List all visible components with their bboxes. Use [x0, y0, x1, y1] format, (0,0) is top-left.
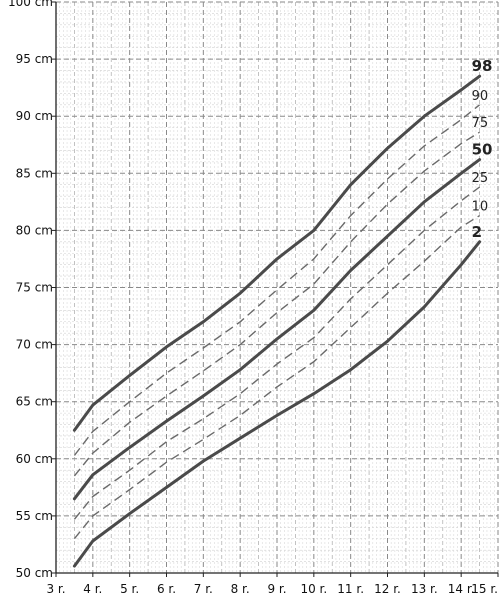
- percentile-label-50: 50: [472, 141, 493, 159]
- x-tick-label: 11 r.: [337, 582, 364, 596]
- percentile-label-98: 98: [472, 57, 493, 75]
- y-tick-label: 60 cm: [16, 452, 53, 466]
- percentile-line-2: [72, 240, 482, 568]
- percentile-line-25: [73, 186, 481, 520]
- percentile-label-2: 2: [472, 223, 482, 241]
- y-tick-label: 50 cm: [16, 566, 53, 580]
- percentile-label-75: 75: [472, 116, 489, 131]
- y-tick-label: 65 cm: [16, 395, 53, 409]
- x-tick-label: 15 r.: [471, 582, 498, 596]
- percentile-label-90: 90: [472, 89, 489, 104]
- percentile-label-25: 25: [472, 171, 489, 186]
- percentile-line-98: [72, 74, 482, 432]
- x-tick-label: 7 r.: [194, 582, 213, 596]
- x-tick-label: 5 r.: [120, 582, 139, 596]
- x-tick-label: 8 r.: [231, 582, 250, 596]
- percentile-lines: [72, 74, 482, 568]
- y-tick-label: 75 cm: [16, 281, 53, 295]
- x-tick-label: 10 r.: [300, 582, 327, 596]
- y-tick-label: 90 cm: [16, 109, 53, 123]
- y-tick-label: 55 cm: [16, 509, 53, 523]
- percentile-line-75: [73, 131, 480, 477]
- percentile-labels: 98 90 75 50 25 10 2: [472, 57, 493, 241]
- x-tick-label: 3 r.: [46, 582, 65, 596]
- x-tick-label: 4 r.: [83, 582, 102, 596]
- y-tick-label: 100 cm: [8, 0, 53, 9]
- x-tick-label: 14 r.: [448, 582, 475, 596]
- percentile-line-90: [73, 104, 481, 456]
- percentile-line-10: [73, 215, 480, 540]
- x-tick-label: 13 r.: [411, 582, 438, 596]
- y-tick-label: 80 cm: [16, 223, 53, 237]
- y-tick-label: 95 cm: [16, 52, 53, 66]
- y-tick-label: 70 cm: [16, 338, 53, 352]
- percentile-label-10: 10: [472, 200, 489, 215]
- y-tick-labels: 50 cm 55 cm 60 cm 65 cm 70 cm 75 cm 80 cm 85 cm…: [8, 0, 56, 580]
- x-tick-label: 9 r.: [267, 582, 286, 596]
- x-tick-label: 6 r.: [157, 582, 176, 596]
- percentile-line-50: [72, 158, 482, 501]
- x-tick-label: 12 r.: [374, 582, 401, 596]
- x-tick-labels: 3 r. 4 r. 5 r. 6 r. 7 r. 8 r. 9 r. 10 r. 11 r. 12…: [46, 573, 499, 596]
- y-tick-label: 85 cm: [16, 166, 53, 180]
